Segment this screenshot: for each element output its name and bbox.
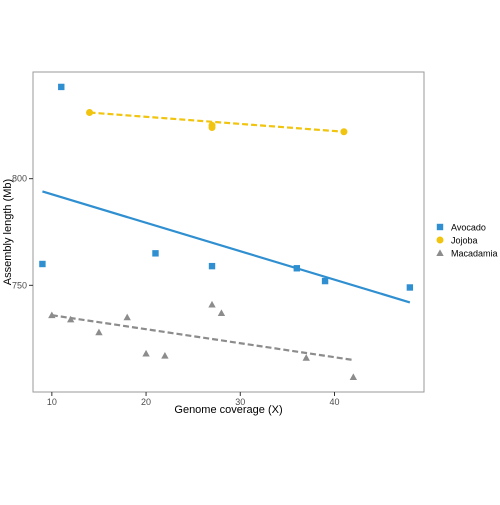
x-tick-label: 30 bbox=[235, 397, 245, 407]
trend-line-macadamia bbox=[51, 314, 354, 362]
legend-label-macadamia: Macadamia bbox=[451, 249, 498, 259]
legend-key-macadamia bbox=[436, 249, 444, 256]
point-avocado bbox=[208, 262, 216, 270]
legend-key-jojoba bbox=[436, 236, 444, 244]
legend-key-avocado bbox=[436, 223, 444, 231]
y-tick-label: 750 bbox=[12, 280, 27, 290]
point-avocado bbox=[406, 284, 414, 291]
trend-line-jojoba bbox=[89, 111, 344, 133]
point-avocado bbox=[39, 260, 46, 268]
point-macadamia bbox=[208, 300, 216, 308]
trend-lines bbox=[42, 111, 411, 362]
plot-panel bbox=[32, 71, 425, 393]
point-macadamia bbox=[349, 373, 358, 381]
point-macadamia bbox=[161, 352, 169, 359]
point-macadamia bbox=[95, 328, 103, 336]
x-tick-label: 20 bbox=[141, 397, 151, 407]
x-tick-label: 10 bbox=[47, 397, 57, 407]
trend-line-avocado bbox=[42, 190, 411, 304]
point-avocado bbox=[293, 265, 301, 272]
point-macadamia bbox=[302, 354, 310, 361]
legend: Avocado Jojoba Macadamia bbox=[436, 223, 498, 259]
legend-label-jojoba: Jojoba bbox=[451, 236, 478, 246]
point-jojoba bbox=[86, 109, 94, 117]
point-avocado bbox=[58, 83, 65, 91]
point-macadamia bbox=[48, 311, 56, 319]
legend-label-avocado: Avocado bbox=[451, 223, 486, 233]
point-macadamia bbox=[67, 315, 75, 323]
point-macadamia bbox=[123, 313, 131, 321]
point-macadamia bbox=[217, 309, 226, 317]
data-points bbox=[39, 83, 414, 381]
point-avocado bbox=[321, 277, 329, 285]
point-jojoba bbox=[208, 123, 216, 131]
y-tick-label: 800 bbox=[12, 174, 27, 184]
point-jojoba bbox=[340, 128, 348, 136]
x-axis-label: Genome coverage (X) bbox=[174, 404, 282, 416]
point-macadamia bbox=[142, 349, 150, 357]
x-axis: 10 20 30 40 bbox=[47, 392, 340, 407]
y-axis-label: Assembly length (Mb) bbox=[2, 179, 14, 285]
x-tick-label: 40 bbox=[329, 397, 339, 407]
point-avocado bbox=[152, 250, 159, 257]
y-axis: 750 800 bbox=[12, 174, 33, 290]
